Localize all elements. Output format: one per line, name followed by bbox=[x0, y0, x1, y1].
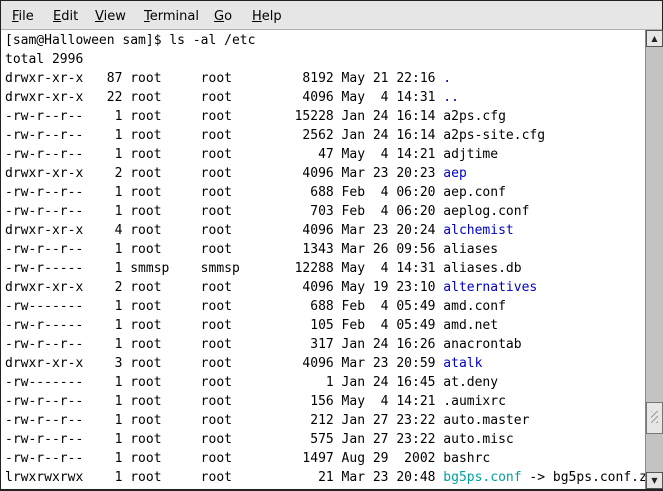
entry-meta: -rw-r--r-- 1 root root 1497 Aug 29 2002 bbox=[5, 451, 444, 466]
entry-meta: -rw------- 1 root root 1 Jan 24 16:45 bbox=[5, 375, 444, 390]
entry-meta: -rw-r--r-- 1 root root 156 May 4 14:21 bbox=[5, 394, 444, 409]
entry-name: adjtime bbox=[443, 147, 499, 162]
prompt-line: [sam@Halloween sam]$ ls -al /etc bbox=[5, 33, 256, 48]
entry-meta: -rw-r--r-- 1 root root 575 Jan 27 23:22 bbox=[5, 432, 444, 447]
entry-name: a2ps.cfg bbox=[443, 109, 506, 124]
entry-name: . bbox=[443, 71, 452, 86]
list-item: drwxr-xr-x 4 root root 4096 Mar 23 20:24… bbox=[5, 221, 645, 240]
entry-name: bg5ps.conf bbox=[443, 470, 522, 485]
entry-name: aep bbox=[443, 166, 467, 181]
list-item: -rw-r--r-- 1 root root 575 Jan 27 23:22 … bbox=[5, 430, 645, 449]
menu-file[interactable]: File bbox=[12, 9, 34, 24]
scroll-up-arrow-icon[interactable]: ▲ bbox=[646, 30, 663, 47]
list-item: -rw-r--r-- 1 root root 1497 Aug 29 2002 … bbox=[5, 449, 645, 468]
entry-name: .. bbox=[443, 90, 459, 105]
list-item: drwxr-xr-x 2 root root 4096 Mar 23 20:23… bbox=[5, 164, 645, 183]
list-item: -rw-r--r-- 1 root root 212 Jan 27 23:22 … bbox=[5, 411, 645, 430]
entry-meta: drwxr-xr-x 2 root root 4096 May 19 23:10 bbox=[5, 280, 444, 295]
list-item: -rw-r--r-- 1 root root 317 Jan 24 16:26 … bbox=[5, 335, 645, 354]
entry-name: alchemist bbox=[443, 223, 514, 238]
list-item: -rw-r----- 1 smmsp smmsp 12288 May 4 14:… bbox=[5, 259, 645, 278]
menu-help[interactable]: Help bbox=[252, 9, 282, 24]
entry-meta: -rw-r--r-- 1 root root 2562 Jan 24 16:14 bbox=[5, 128, 444, 143]
list-item: -rw-r--r-- 1 root root 47 May 4 14:21 ad… bbox=[5, 145, 645, 164]
total-line: total 2996 bbox=[5, 52, 84, 67]
entry-name: bashrc bbox=[443, 451, 491, 466]
list-item: -rw-r--r-- 1 root root 1343 Mar 26 09:56… bbox=[5, 240, 645, 259]
list-item: -rw-r--r-- 1 root root 156 May 4 14:21 .… bbox=[5, 392, 645, 411]
entry-meta: -rw-r----- 1 root root 105 Feb 4 05:49 bbox=[5, 318, 444, 333]
scroll-down-arrow-icon[interactable]: ▼ bbox=[646, 472, 663, 489]
entry-name: amd.net bbox=[443, 318, 499, 333]
list-item: drwxr-xr-x 87 root root 8192 May 21 22:1… bbox=[5, 69, 645, 88]
entry-meta: lrwxrwxrwx 1 root root 21 Mar 23 20:48 bbox=[5, 470, 444, 485]
entry-name: a2ps-site.cfg bbox=[443, 128, 546, 143]
menu-go[interactable]: Go bbox=[214, 9, 233, 24]
entry-name: atalk bbox=[443, 356, 483, 371]
menu-edit[interactable]: Edit bbox=[53, 9, 79, 24]
entry-meta: -rw------- 1 root root 688 Feb 4 05:49 bbox=[5, 299, 444, 314]
list-item: -rw-r--r-- 1 root root 688 Feb 4 06:20 a… bbox=[5, 183, 645, 202]
entry-name: aliases.db bbox=[443, 261, 522, 276]
entry-name: aeplog.conf bbox=[443, 204, 530, 219]
entry-name: amd.conf bbox=[443, 299, 506, 314]
entry-meta: -rw-r--r-- 1 root root 1343 Mar 26 09:56 bbox=[5, 242, 444, 257]
list-item: drwxr-xr-x 2 root root 4096 May 19 23:10… bbox=[5, 278, 645, 297]
entry-name: auto.misc bbox=[443, 432, 514, 447]
entry-meta: -rw-r--r-- 1 root root 47 May 4 14:21 bbox=[5, 147, 444, 162]
terminal-output[interactable]: [sam@Halloween sam]$ ls -al /etc total 2… bbox=[5, 31, 645, 487]
entry-meta: -rw-r--r-- 1 root root 317 Jan 24 16:26 bbox=[5, 337, 444, 352]
list-item: -rw------- 1 root root 688 Feb 4 05:49 a… bbox=[5, 297, 645, 316]
list-item: -rw-r--r-- 1 root root 15228 Jan 24 16:1… bbox=[5, 107, 645, 126]
link-target: -> bg5ps.conf.zh_TW.Big5 bbox=[529, 470, 645, 485]
entry-name: at.deny bbox=[443, 375, 499, 390]
list-item: -rw------- 1 root root 1 Jan 24 16:45 at… bbox=[5, 373, 645, 392]
list-item: lrwxrwxrwx 1 root root 21 Mar 23 20:48 b… bbox=[5, 468, 645, 487]
entry-name: .aumixrc bbox=[443, 394, 506, 409]
entry-meta: -rw-r--r-- 1 root root 212 Jan 27 23:22 bbox=[5, 413, 444, 428]
entry-name: aep.conf bbox=[443, 185, 506, 200]
entry-meta: drwxr-xr-x 2 root root 4096 Mar 23 20:23 bbox=[5, 166, 444, 181]
entry-meta: -rw-r----- 1 smmsp smmsp 12288 May 4 14:… bbox=[5, 261, 444, 276]
entry-name: anacrontab bbox=[443, 337, 522, 352]
vertical-scrollbar[interactable]: ▲ ▼ bbox=[645, 30, 663, 489]
list-item: -rw-r----- 1 root root 105 Feb 4 05:49 a… bbox=[5, 316, 645, 335]
entry-meta: drwxr-xr-x 3 root root 4096 Mar 23 20:59 bbox=[5, 356, 444, 371]
entry-name: alternatives bbox=[443, 280, 538, 295]
menu-bar: File Edit View Terminal Go Help bbox=[1, 1, 662, 30]
entry-meta: drwxr-xr-x 4 root root 4096 Mar 23 20:24 bbox=[5, 223, 444, 238]
menu-terminal[interactable]: Terminal bbox=[144, 9, 199, 24]
entry-meta: -rw-r--r-- 1 root root 688 Feb 4 06:20 bbox=[5, 185, 444, 200]
entry-meta: -rw-r--r-- 1 root root 15228 Jan 24 16:1… bbox=[5, 109, 444, 124]
entry-meta: drwxr-xr-x 22 root root 4096 May 4 14:31 bbox=[5, 90, 444, 105]
entry-meta: drwxr-xr-x 87 root root 8192 May 21 22:1… bbox=[5, 71, 444, 86]
grip-icon bbox=[651, 410, 658, 423]
list-item: drwxr-xr-x 3 root root 4096 Mar 23 20:59… bbox=[5, 354, 645, 373]
list-item: -rw-r--r-- 1 root root 703 Feb 4 06:20 a… bbox=[5, 202, 645, 221]
entry-name: aliases bbox=[443, 242, 499, 257]
menu-view[interactable]: View bbox=[95, 9, 126, 24]
scrollbar-thumb[interactable] bbox=[646, 401, 663, 434]
list-item: -rw-r--r-- 1 root root 2562 Jan 24 16:14… bbox=[5, 126, 645, 145]
list-item: drwxr-xr-x 22 root root 4096 May 4 14:31… bbox=[5, 88, 645, 107]
entry-name: auto.master bbox=[443, 413, 530, 428]
entry-meta: -rw-r--r-- 1 root root 703 Feb 4 06:20 bbox=[5, 204, 444, 219]
